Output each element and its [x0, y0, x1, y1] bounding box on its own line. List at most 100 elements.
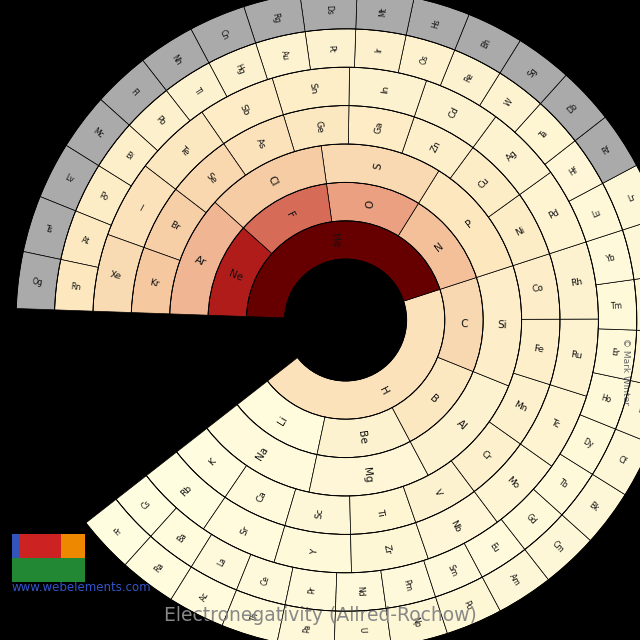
Wedge shape: [392, 357, 473, 442]
Wedge shape: [129, 90, 190, 151]
Text: Au: Au: [279, 49, 290, 61]
Wedge shape: [398, 35, 454, 86]
Wedge shape: [116, 476, 177, 536]
Wedge shape: [326, 182, 419, 236]
Wedge shape: [356, 0, 414, 35]
Wedge shape: [398, 204, 476, 289]
Wedge shape: [66, 99, 129, 166]
Text: Sc: Sc: [315, 508, 325, 520]
Text: Ar: Ar: [193, 255, 207, 268]
Text: U: U: [357, 627, 367, 633]
Text: O: O: [364, 199, 376, 209]
Wedge shape: [76, 166, 131, 225]
Wedge shape: [144, 189, 206, 260]
Text: Ba: Ba: [175, 531, 188, 544]
Text: Ce: Ce: [260, 574, 272, 586]
Text: Np: Np: [410, 616, 421, 628]
Wedge shape: [562, 474, 625, 541]
Text: Hg: Hg: [233, 63, 246, 76]
Text: Ti: Ti: [375, 508, 385, 516]
Wedge shape: [170, 202, 243, 315]
Text: Pb: Pb: [154, 115, 166, 127]
Text: As: As: [254, 138, 267, 151]
Wedge shape: [436, 577, 500, 634]
Text: B: B: [428, 393, 440, 405]
Wedge shape: [191, 534, 251, 590]
Wedge shape: [569, 183, 623, 242]
Wedge shape: [630, 330, 640, 388]
Wedge shape: [204, 497, 285, 563]
Text: Cs: Cs: [140, 499, 153, 512]
Text: Ds: Ds: [324, 5, 334, 15]
Text: Ge: Ge: [313, 120, 324, 134]
Wedge shape: [586, 230, 634, 285]
Wedge shape: [100, 60, 166, 125]
Wedge shape: [321, 144, 439, 204]
Text: S: S: [372, 163, 384, 171]
Wedge shape: [40, 145, 99, 211]
Text: W: W: [504, 97, 515, 108]
Text: K: K: [207, 458, 218, 468]
Wedge shape: [268, 289, 445, 419]
Text: Ca: Ca: [255, 489, 269, 504]
Wedge shape: [483, 550, 548, 611]
Text: Es: Es: [637, 405, 640, 417]
Wedge shape: [479, 73, 540, 132]
Text: Nb: Nb: [449, 518, 462, 534]
Text: Lv: Lv: [63, 173, 75, 185]
Text: Kr: Kr: [148, 278, 159, 289]
Text: Cn: Cn: [218, 28, 230, 41]
Wedge shape: [246, 221, 440, 318]
Wedge shape: [560, 415, 616, 474]
Wedge shape: [349, 67, 426, 117]
Wedge shape: [244, 0, 305, 43]
Text: Sn: Sn: [308, 83, 318, 95]
Text: Th: Th: [249, 611, 260, 623]
Text: Yb: Yb: [605, 253, 616, 264]
Wedge shape: [513, 253, 560, 319]
Wedge shape: [545, 141, 603, 202]
Wedge shape: [272, 67, 349, 115]
Text: Sr: Sr: [239, 525, 252, 538]
Text: Ne: Ne: [227, 268, 244, 283]
Text: Db: Db: [566, 101, 580, 115]
Text: Mn: Mn: [513, 400, 529, 414]
Text: Se: Se: [204, 172, 218, 186]
Wedge shape: [634, 274, 640, 332]
Wedge shape: [147, 452, 225, 529]
Wedge shape: [381, 561, 436, 609]
Text: Zr: Zr: [381, 544, 392, 556]
Text: Bk: Bk: [587, 500, 600, 513]
Wedge shape: [284, 106, 349, 152]
Text: Sb: Sb: [237, 102, 251, 116]
Text: Cm: Cm: [550, 540, 565, 555]
Wedge shape: [410, 372, 509, 476]
Wedge shape: [540, 75, 605, 141]
Text: Nd: Nd: [355, 586, 365, 597]
Wedge shape: [349, 486, 416, 534]
Text: Ag: Ag: [504, 148, 519, 163]
Wedge shape: [285, 489, 351, 534]
Wedge shape: [474, 444, 552, 522]
Text: Ni: Ni: [513, 225, 526, 238]
Wedge shape: [386, 597, 447, 640]
Text: Rg: Rg: [270, 12, 282, 24]
Text: Er: Er: [611, 348, 620, 358]
Wedge shape: [451, 422, 520, 492]
Text: Nh: Nh: [170, 52, 183, 67]
Wedge shape: [402, 117, 473, 179]
Text: Fr: Fr: [113, 526, 124, 538]
Text: Cf: Cf: [616, 455, 628, 467]
Text: Xe: Xe: [110, 270, 123, 282]
Wedge shape: [550, 319, 598, 396]
Wedge shape: [237, 554, 293, 605]
Wedge shape: [243, 184, 332, 253]
Wedge shape: [223, 115, 294, 175]
Wedge shape: [593, 329, 637, 381]
Wedge shape: [23, 196, 76, 259]
Text: Ho: Ho: [600, 394, 612, 405]
Text: Cu: Cu: [477, 175, 492, 190]
Text: Pm: Pm: [401, 578, 413, 592]
Text: H: H: [377, 385, 389, 396]
Text: I: I: [138, 204, 144, 212]
